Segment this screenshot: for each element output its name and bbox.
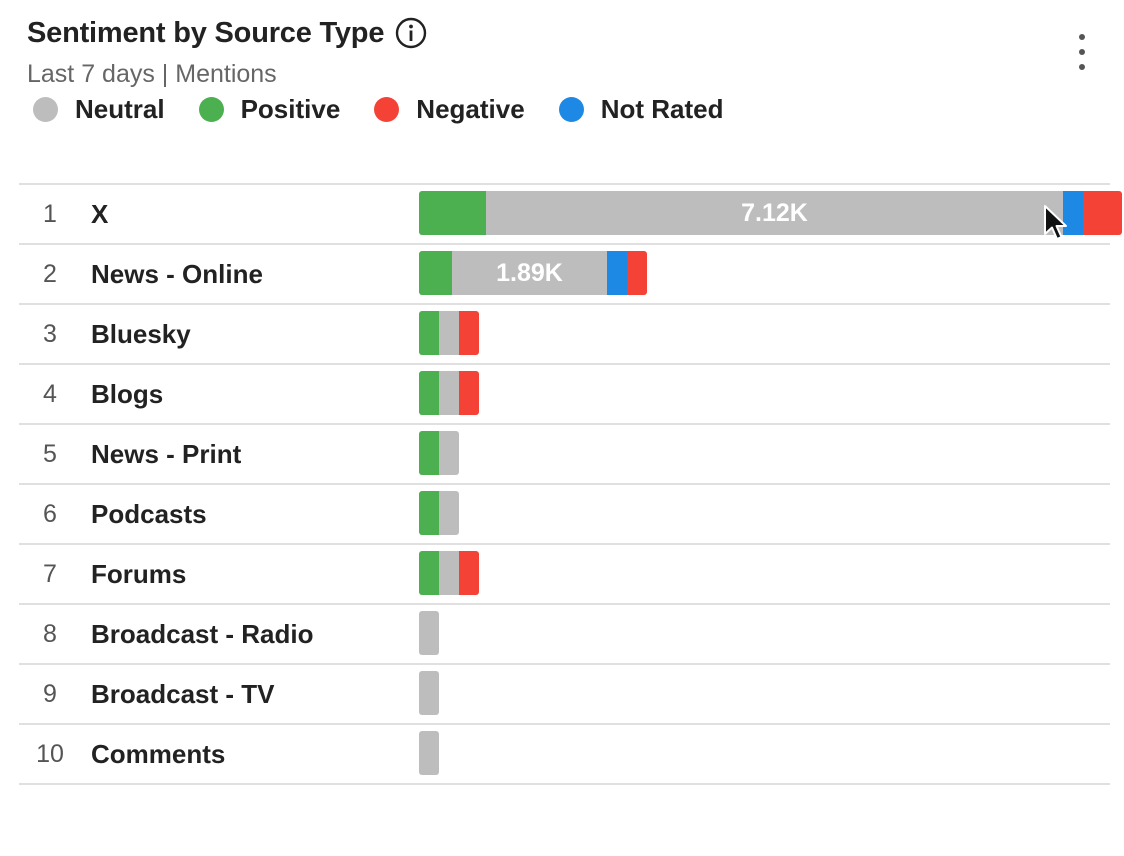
info-icon[interactable] bbox=[394, 16, 428, 50]
legend-label: Neutral bbox=[75, 94, 165, 124]
bar-segment-positive[interactable] bbox=[419, 191, 486, 235]
bar-segment-neutral[interactable]: 1.89K bbox=[452, 251, 607, 295]
row-rank: 2 bbox=[43, 259, 57, 288]
legend-item-not-rated[interactable]: Not Rated bbox=[558, 94, 724, 125]
bar-segment-neutral[interactable] bbox=[419, 611, 439, 655]
bar-segment-neutral[interactable]: 7.12K bbox=[486, 191, 1063, 235]
legend-item-neutral[interactable]: Neutral bbox=[33, 94, 165, 125]
stacked-bar[interactable] bbox=[419, 611, 439, 655]
bar-segment-positive[interactable] bbox=[419, 431, 439, 475]
legend-dot bbox=[198, 97, 224, 122]
bar-segment-negative[interactable] bbox=[1083, 191, 1122, 235]
table-row[interactable]: 7 Forums bbox=[19, 545, 1110, 605]
row-source-name: X bbox=[91, 198, 109, 229]
bar-segment-positive[interactable] bbox=[419, 251, 452, 295]
bar-value-label: 7.12K bbox=[741, 198, 808, 227]
table-row[interactable]: 3 Bluesky bbox=[19, 305, 1110, 365]
legend-label: Not Rated bbox=[600, 94, 724, 124]
table-row[interactable]: 9 Broadcast - TV bbox=[19, 665, 1110, 725]
row-rank: 4 bbox=[43, 379, 57, 408]
legend-dot bbox=[558, 97, 584, 122]
bar-segment-neutral[interactable] bbox=[439, 371, 459, 415]
row-source-name: Broadcast - Radio bbox=[91, 618, 314, 649]
bar-segment-neutral[interactable] bbox=[419, 671, 439, 715]
bar-segment-negative[interactable] bbox=[459, 371, 479, 415]
legend-label: Negative bbox=[416, 94, 525, 124]
bar-segment-negative[interactable] bbox=[459, 551, 479, 595]
bar-segment-neutral[interactable] bbox=[439, 491, 459, 535]
bar-segment-neutral[interactable] bbox=[419, 731, 439, 775]
bar-segment-positive[interactable] bbox=[419, 491, 439, 535]
stacked-bar[interactable] bbox=[419, 431, 459, 475]
ranking-table: 1 X 7.12K 2 News - Online 1.89K 3 Bluesky 4 Blogs… bbox=[19, 183, 1122, 785]
bar-segment-positive[interactable] bbox=[419, 311, 439, 355]
bar-segment-negative[interactable] bbox=[459, 311, 479, 355]
bar-segment-positive[interactable] bbox=[419, 371, 439, 415]
stacked-bar[interactable] bbox=[419, 371, 479, 415]
row-source-name: Bluesky bbox=[91, 318, 191, 349]
stacked-bar[interactable] bbox=[419, 491, 459, 535]
legend-label: Positive bbox=[240, 94, 341, 124]
row-source-name: Blogs bbox=[91, 378, 164, 409]
legend: Neutral Positive Negative Not Rated bbox=[33, 94, 757, 125]
row-rank: 6 bbox=[43, 499, 57, 528]
legend-dot bbox=[374, 97, 400, 122]
row-rank: 9 bbox=[43, 679, 57, 708]
bar-segment-negative[interactable] bbox=[627, 251, 647, 295]
table-row[interactable]: 10 Comments bbox=[19, 725, 1110, 785]
chart-subtitle: Last 7 days | Mentions bbox=[27, 60, 277, 88]
bar-segment-neutral[interactable] bbox=[439, 551, 459, 595]
row-source-name: Podcasts bbox=[91, 498, 207, 529]
stacked-bar[interactable] bbox=[419, 551, 479, 595]
row-rank: 8 bbox=[43, 619, 57, 648]
table-row[interactable]: 5 News - Print bbox=[19, 425, 1110, 485]
title-row: Sentiment by Source Type bbox=[27, 16, 428, 50]
legend-dot bbox=[33, 97, 58, 122]
bar-segment-neutral[interactable] bbox=[439, 311, 459, 355]
bar-segment-neutral[interactable] bbox=[439, 431, 459, 475]
row-source-name: Broadcast - TV bbox=[91, 678, 275, 709]
table-row[interactable]: 1 X 7.12K bbox=[19, 185, 1122, 245]
stacked-bar[interactable]: 1.89K bbox=[419, 251, 647, 295]
mouse-cursor-icon bbox=[1044, 205, 1067, 240]
row-rank: 7 bbox=[43, 559, 57, 588]
bar-segment-positive[interactable] bbox=[419, 551, 439, 595]
table-row[interactable]: 4 Blogs bbox=[19, 365, 1110, 425]
table-row[interactable]: 2 News - Online 1.89K bbox=[19, 245, 1110, 305]
bar-value-label: 1.89K bbox=[496, 258, 563, 287]
chart-title: Sentiment by Source Type bbox=[27, 16, 385, 49]
row-source-name: News - Online bbox=[91, 258, 263, 289]
row-rank: 1 bbox=[43, 199, 57, 228]
legend-item-positive[interactable]: Positive bbox=[198, 94, 341, 125]
row-rank: 3 bbox=[43, 319, 57, 348]
bar-segment-not-rated[interactable] bbox=[1063, 191, 1083, 235]
row-source-name: Comments bbox=[91, 738, 226, 769]
legend-item-negative[interactable]: Negative bbox=[374, 94, 525, 125]
table-row[interactable]: 8 Broadcast - Radio bbox=[19, 605, 1110, 665]
row-rank: 5 bbox=[43, 439, 57, 468]
bar-segment-not-rated[interactable] bbox=[607, 251, 627, 295]
table-row[interactable]: 6 Podcasts bbox=[19, 485, 1110, 545]
stacked-bar[interactable] bbox=[419, 311, 479, 355]
row-rank: 10 bbox=[36, 739, 64, 768]
stacked-bar[interactable]: 7.12K bbox=[419, 191, 1122, 235]
row-source-name: Forums bbox=[91, 558, 187, 589]
stacked-bar[interactable] bbox=[419, 731, 439, 775]
stacked-bar[interactable] bbox=[419, 671, 439, 715]
kebab-menu-icon[interactable] bbox=[1070, 34, 1094, 70]
row-source-name: News - Print bbox=[91, 438, 242, 469]
